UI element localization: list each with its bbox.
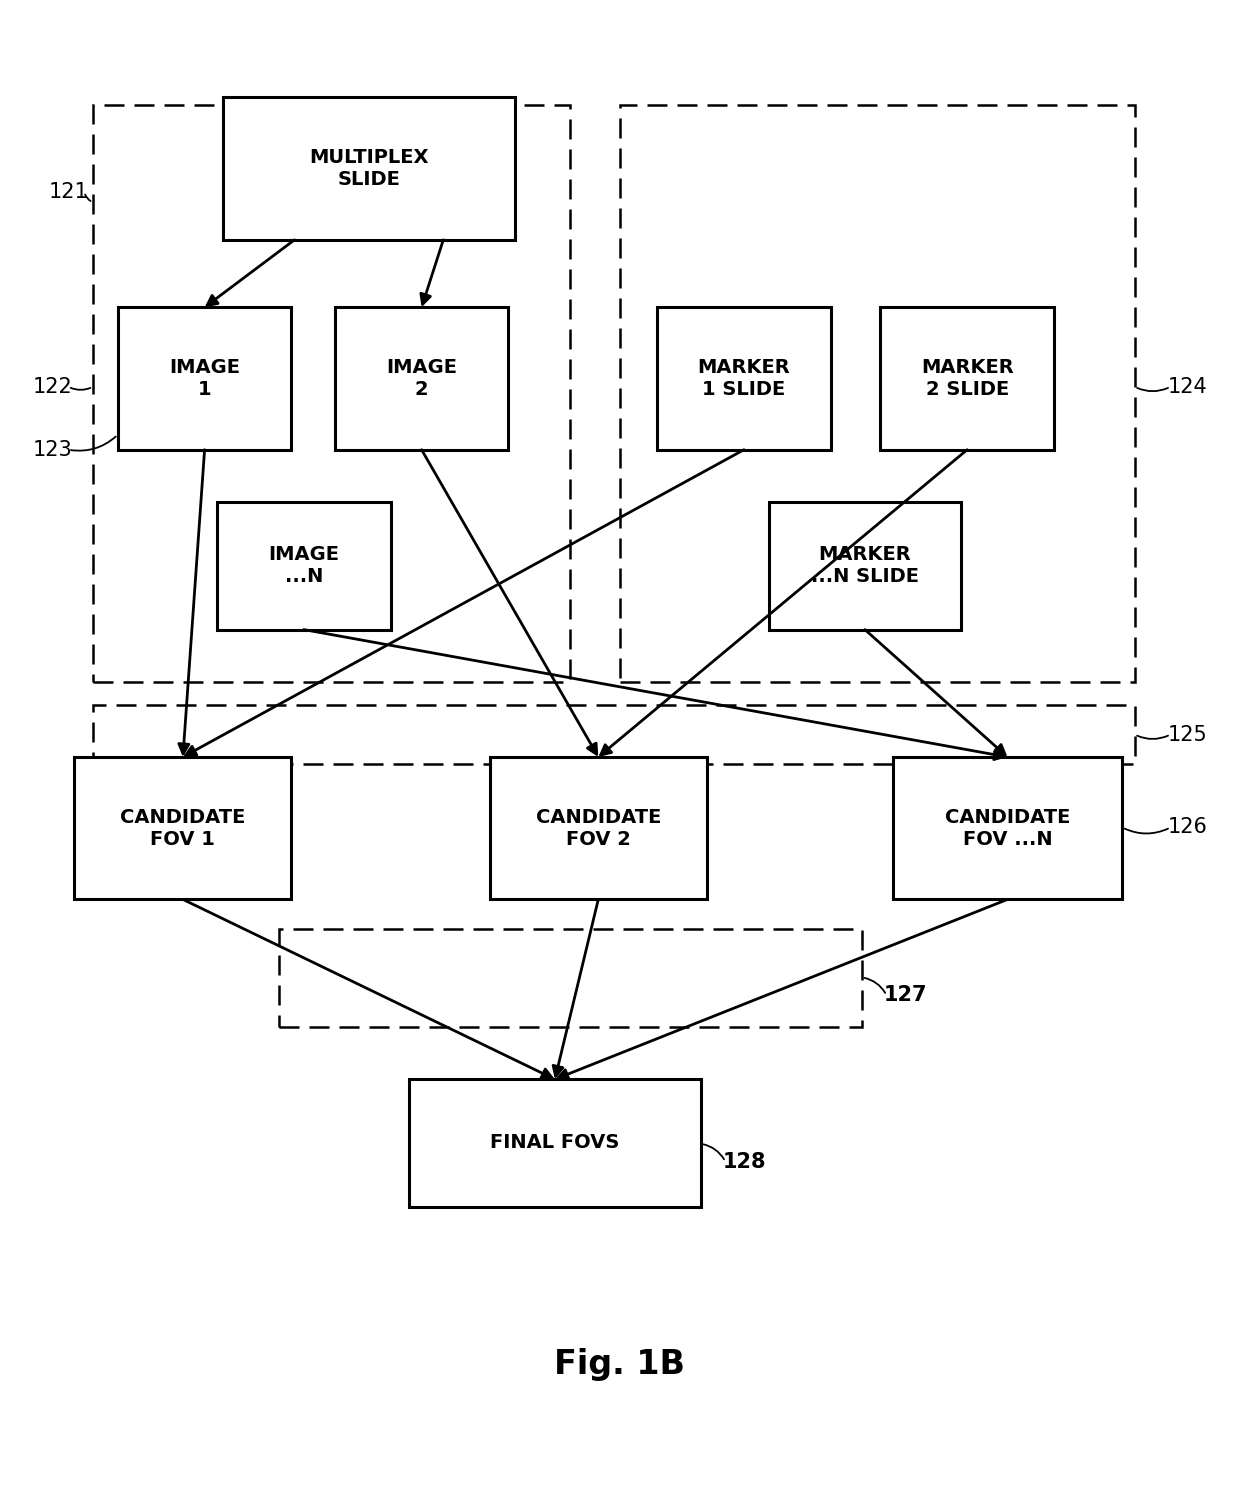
Text: CANDIDATE
FOV 2: CANDIDATE FOV 2 xyxy=(536,808,661,848)
Bar xyxy=(893,757,1122,899)
Text: 123: 123 xyxy=(32,439,72,460)
Text: IMAGE
1: IMAGE 1 xyxy=(169,358,241,399)
Bar xyxy=(620,105,1135,682)
Text: MULTIPLEX
SLIDE: MULTIPLEX SLIDE xyxy=(309,148,429,189)
Bar xyxy=(409,1079,701,1207)
Bar xyxy=(118,307,291,450)
Bar xyxy=(74,757,291,899)
Text: 125: 125 xyxy=(1168,724,1208,745)
Text: 128: 128 xyxy=(722,1151,766,1172)
Text: 124: 124 xyxy=(1168,376,1208,397)
Text: 127: 127 xyxy=(883,985,928,1006)
Text: Fig. 1B: Fig. 1B xyxy=(554,1348,686,1381)
Text: 126: 126 xyxy=(1168,817,1208,838)
Text: CANDIDATE
FOV ...N: CANDIDATE FOV ...N xyxy=(945,808,1070,848)
Bar xyxy=(279,929,862,1027)
Bar xyxy=(223,97,515,240)
Bar xyxy=(93,105,570,682)
Bar xyxy=(657,307,831,450)
Bar xyxy=(335,307,508,450)
Text: CANDIDATE
FOV 1: CANDIDATE FOV 1 xyxy=(120,808,246,848)
Bar xyxy=(490,757,707,899)
Bar xyxy=(769,502,961,630)
Text: IMAGE
...N: IMAGE ...N xyxy=(268,546,340,586)
Text: MARKER
...N SLIDE: MARKER ...N SLIDE xyxy=(811,546,919,586)
Text: 122: 122 xyxy=(32,376,72,397)
Text: IMAGE
2: IMAGE 2 xyxy=(386,358,458,399)
Text: MARKER
1 SLIDE: MARKER 1 SLIDE xyxy=(698,358,790,399)
Bar xyxy=(880,307,1054,450)
Text: MARKER
2 SLIDE: MARKER 2 SLIDE xyxy=(921,358,1013,399)
Text: 121: 121 xyxy=(48,181,88,202)
Bar xyxy=(93,705,1135,764)
Text: FINAL FOVS: FINAL FOVS xyxy=(490,1133,620,1153)
Bar xyxy=(217,502,391,630)
